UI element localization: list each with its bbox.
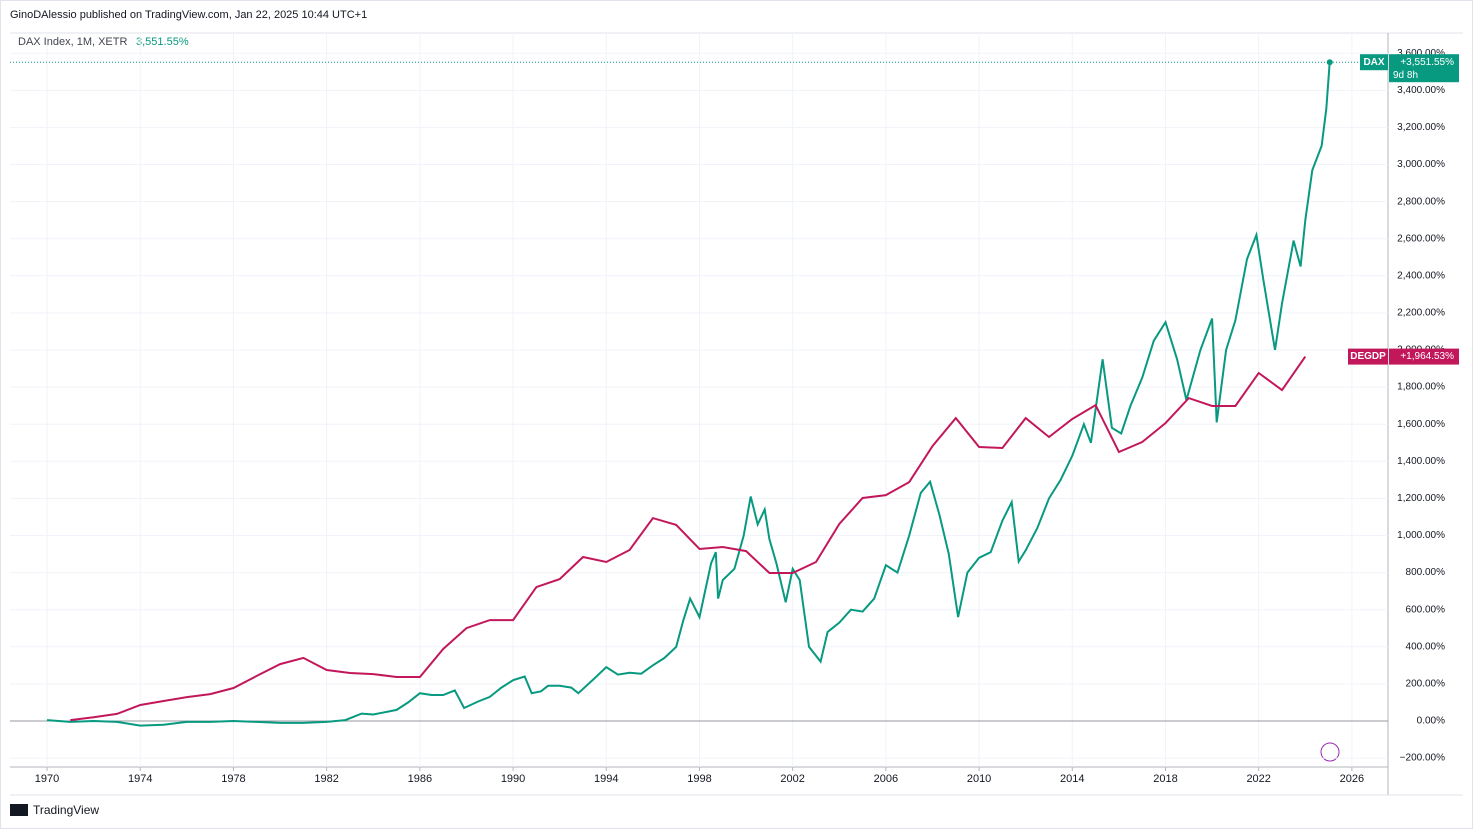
price-tag-text: +1,964.53% — [1400, 351, 1454, 362]
x-tick-label: 1986 — [408, 773, 432, 785]
x-tick-label: 2010 — [967, 773, 991, 785]
x-tick-label: 1978 — [221, 773, 245, 785]
y-tick-label: 2,400.00% — [1397, 270, 1445, 281]
y-tick-label: 1,400.00% — [1397, 456, 1445, 467]
y-tick-label: 0.00% — [1417, 716, 1445, 727]
x-tick-label: 2002 — [780, 773, 804, 785]
x-tick-label: 2018 — [1153, 773, 1177, 785]
countdown: 9d 8h — [1393, 70, 1418, 81]
y-tick-label: 200.00% — [1406, 679, 1446, 690]
y-tick-label: 3,400.00% — [1397, 85, 1445, 96]
grid — [10, 33, 1388, 767]
y-tick-label: 3,200.00% — [1397, 122, 1445, 133]
name-tag-text: DEGDP — [1350, 351, 1386, 362]
y-tick-label: 2,800.00% — [1397, 196, 1445, 207]
name-tag-text: DAX — [1363, 57, 1384, 68]
y-tick-label: 3,000.00% — [1397, 159, 1445, 170]
y-tick-label: 400.00% — [1406, 641, 1446, 652]
publisher: GinoDAlessio published on TradingView.co… — [10, 9, 367, 21]
x-tick-label: 1994 — [594, 773, 618, 785]
series-line — [70, 356, 1307, 722]
x-tick-label: 1990 — [501, 773, 525, 785]
last-value: 3,551.55% — [136, 36, 189, 48]
x-tick-label: 1974 — [128, 773, 152, 785]
price-tag — [1389, 348, 1459, 365]
y-tick-label: 1,800.00% — [1397, 382, 1445, 393]
x-tick-label: 2026 — [1340, 773, 1364, 785]
y-tick-label: −200.00% — [1400, 753, 1445, 764]
x-tick-label: 1970 — [35, 773, 59, 785]
last-point — [1326, 59, 1333, 66]
y-tick-label: 600.00% — [1406, 604, 1446, 615]
y-tick-label: 2,600.00% — [1397, 233, 1445, 244]
y-tick-label: 2,200.00% — [1397, 308, 1445, 319]
x-tick-label: 1982 — [314, 773, 338, 785]
price-tag — [1389, 54, 1459, 83]
series-line — [46, 62, 1331, 727]
x-tick-label: 2006 — [874, 773, 898, 785]
name-tag — [1348, 348, 1388, 365]
name-tag — [1360, 54, 1388, 71]
alert-icon[interactable] — [1320, 742, 1340, 762]
brand: TradingView — [33, 803, 99, 817]
y-tick-label: 1,600.00% — [1397, 419, 1445, 430]
price-tag-text: +3,551.55% — [1400, 57, 1454, 68]
x-tick-label: 2014 — [1060, 773, 1084, 785]
brand-logo — [10, 804, 28, 816]
y-tick-label: 1,000.00% — [1397, 530, 1445, 541]
y-tick-label: 1,200.00% — [1397, 493, 1445, 504]
symbol: DAX Index, 1M, XETR — [18, 36, 127, 48]
y-tick-label: 3,600.00% — [1397, 48, 1445, 59]
x-tick-label: 2022 — [1246, 773, 1270, 785]
x-tick-label: 1998 — [687, 773, 711, 785]
y-tick-label: 800.00% — [1406, 567, 1446, 578]
